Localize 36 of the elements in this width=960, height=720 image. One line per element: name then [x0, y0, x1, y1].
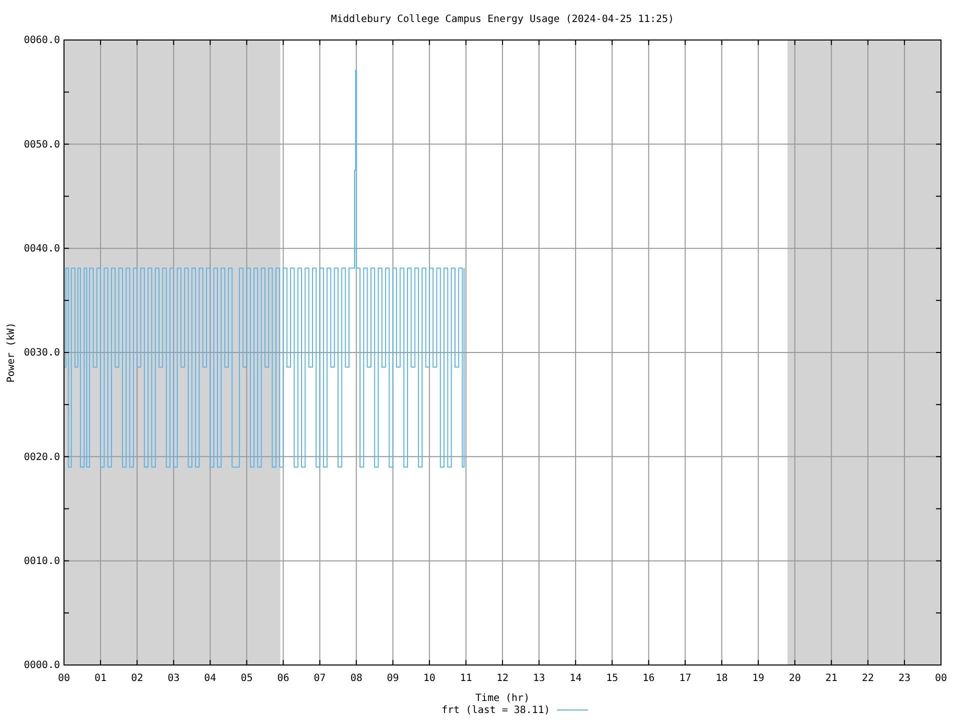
x-tick-label: 20 — [788, 673, 801, 684]
y-tick-label: 0000.0 — [24, 660, 60, 672]
x-tick-label: 01 — [94, 673, 107, 684]
y-tick-label: 0030.0 — [24, 348, 60, 359]
x-tick-label: 13 — [533, 673, 546, 684]
x-tick-label: 00 — [58, 673, 70, 684]
x-tick-label: 04 — [204, 673, 216, 684]
y-tick-label: 0050.0 — [24, 139, 60, 150]
x-tick-label: 07 — [314, 673, 326, 684]
x-tick-label: 10 — [423, 673, 436, 684]
y-tick-label: 0060.0 — [24, 35, 60, 46]
x-tick-label: 11 — [460, 673, 472, 684]
x-tick-label: 21 — [825, 673, 838, 684]
chart-title: Middlebury College Campus Energy Usage (2024-04-25 11:25) — [330, 14, 674, 25]
x-tick-label: 17 — [679, 673, 692, 684]
x-tick-label: 06 — [277, 673, 290, 684]
x-tick-label: 18 — [716, 673, 728, 684]
y-tick-label: 0020.0 — [24, 452, 60, 463]
x-tick-label: 03 — [168, 673, 180, 684]
x-tick-label: 02 — [131, 673, 144, 684]
x-tick-label: 19 — [752, 673, 764, 684]
x-tick-label: 22 — [862, 673, 874, 684]
x-tick-label: 05 — [240, 673, 253, 684]
x-tick-label: 09 — [386, 673, 399, 684]
legend-label: frt (last = 38.11) — [442, 705, 550, 716]
y-axis-title: Power (kW) — [6, 322, 17, 383]
x-tick-label: 15 — [606, 673, 618, 684]
x-tick-label: 14 — [570, 673, 582, 684]
x-tick-label: 16 — [642, 673, 655, 684]
x-tick-label: 12 — [496, 673, 509, 684]
y-tick-label: 0040.0 — [24, 244, 60, 255]
x-axis-title: Time (hr) — [475, 693, 530, 704]
x-tick-label: 23 — [898, 673, 910, 684]
x-tick-label: 08 — [350, 673, 362, 684]
y-tick-label: 0010.0 — [24, 556, 60, 568]
x-tick-label: 00 — [934, 673, 948, 684]
